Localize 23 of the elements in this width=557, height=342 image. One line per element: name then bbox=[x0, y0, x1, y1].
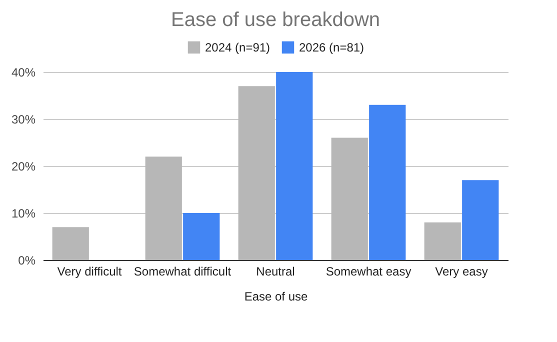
bar bbox=[183, 213, 220, 260]
y-tick-label: 0% bbox=[18, 254, 36, 268]
legend-label: 2024 (n=91) bbox=[205, 40, 270, 54]
y-tick-label: 30% bbox=[11, 112, 36, 126]
bar bbox=[276, 72, 313, 260]
legend-label: 2026 (n=81) bbox=[299, 40, 364, 54]
bar bbox=[462, 180, 499, 260]
bar bbox=[331, 138, 368, 260]
bar bbox=[145, 156, 182, 260]
x-tick-label: Very difficult bbox=[57, 264, 122, 278]
x-tick-label: Somewhat easy bbox=[326, 264, 412, 278]
bar bbox=[369, 104, 406, 260]
x-tick-label: Neutral bbox=[256, 264, 295, 278]
x-tick-label: Very easy bbox=[435, 264, 488, 278]
bar bbox=[52, 227, 89, 260]
x-axis-title: Ease of use bbox=[244, 290, 308, 304]
y-tick-label: 20% bbox=[11, 160, 36, 174]
y-tick-label: 40% bbox=[11, 66, 36, 80]
chart-title: Ease of use breakdown bbox=[170, 9, 380, 31]
bar bbox=[424, 222, 461, 260]
y-tick-label: 10% bbox=[11, 206, 36, 220]
bar bbox=[238, 86, 275, 260]
x-tick-label: Somewhat difficult bbox=[134, 264, 232, 278]
